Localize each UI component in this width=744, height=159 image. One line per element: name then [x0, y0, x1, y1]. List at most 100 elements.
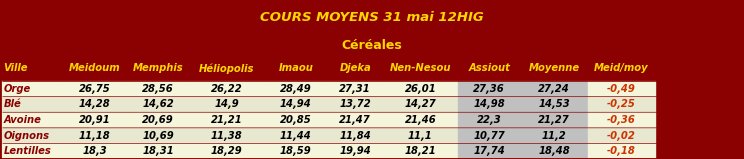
Bar — [458, 97, 521, 112]
Text: 19,94: 19,94 — [339, 146, 371, 156]
Bar — [63, 128, 126, 143]
Text: Orge: Orge — [4, 84, 31, 94]
Bar — [190, 143, 264, 159]
Text: 21,46: 21,46 — [405, 115, 436, 125]
Text: 14,53: 14,53 — [539, 100, 570, 109]
Text: 28,56: 28,56 — [142, 84, 174, 94]
Text: 20,85: 20,85 — [280, 115, 312, 125]
Text: 14,28: 14,28 — [79, 100, 111, 109]
Bar — [126, 81, 190, 97]
Text: Blé: Blé — [4, 100, 22, 109]
Text: Héliopolis: Héliopolis — [199, 63, 254, 74]
Bar — [521, 112, 588, 128]
Bar — [264, 97, 327, 112]
Bar — [190, 97, 264, 112]
Text: -0,36: -0,36 — [607, 115, 635, 125]
Bar — [190, 81, 264, 97]
Bar — [327, 81, 383, 97]
Text: 13,72: 13,72 — [339, 100, 371, 109]
Text: -0,25: -0,25 — [607, 100, 635, 109]
Text: 27,36: 27,36 — [473, 84, 505, 94]
Bar — [0, 56, 744, 81]
Text: Ville: Ville — [4, 63, 28, 73]
Bar — [458, 112, 521, 128]
Text: 14,9: 14,9 — [214, 100, 240, 109]
Text: 18,59: 18,59 — [280, 146, 312, 156]
Text: 11,2: 11,2 — [542, 131, 567, 141]
Text: 10,69: 10,69 — [142, 131, 174, 141]
Text: Moyenne: Moyenne — [529, 63, 580, 73]
Bar — [264, 128, 327, 143]
Text: Céréales: Céréales — [341, 39, 403, 52]
Bar — [0, 112, 63, 128]
Bar — [0, 143, 63, 159]
Text: 11,44: 11,44 — [280, 131, 312, 141]
Bar — [458, 81, 521, 97]
Text: 11,84: 11,84 — [339, 131, 371, 141]
Text: Avoine: Avoine — [4, 115, 42, 125]
Bar — [383, 128, 458, 143]
Bar — [383, 143, 458, 159]
Text: 26,75: 26,75 — [79, 84, 111, 94]
Text: -0,49: -0,49 — [607, 84, 635, 94]
Bar — [458, 143, 521, 159]
Bar — [588, 112, 655, 128]
Text: 18,21: 18,21 — [405, 146, 436, 156]
Bar — [521, 128, 588, 143]
Text: Oignons: Oignons — [4, 131, 50, 141]
Bar — [63, 97, 126, 112]
Bar — [126, 112, 190, 128]
Bar — [126, 128, 190, 143]
Bar — [264, 81, 327, 97]
Bar — [63, 143, 126, 159]
Bar — [0, 97, 63, 112]
Text: Imaou: Imaou — [278, 63, 313, 73]
Text: 21,47: 21,47 — [339, 115, 371, 125]
Text: Nen-Nesou: Nen-Nesou — [390, 63, 451, 73]
Text: 14,98: 14,98 — [473, 100, 505, 109]
Bar — [588, 81, 655, 97]
Bar — [521, 143, 588, 159]
Text: 18,31: 18,31 — [142, 146, 174, 156]
Text: Meidoum: Meidoum — [69, 63, 121, 73]
Bar — [521, 97, 588, 112]
Bar — [0, 35, 744, 56]
Text: 28,49: 28,49 — [280, 84, 312, 94]
Text: -0,02: -0,02 — [607, 131, 635, 141]
Text: 21,27: 21,27 — [539, 115, 570, 125]
Bar — [383, 97, 458, 112]
Text: Assiout: Assiout — [468, 63, 510, 73]
Bar — [327, 112, 383, 128]
Text: 10,77: 10,77 — [473, 131, 505, 141]
Bar — [0, 0, 744, 35]
Bar — [63, 112, 126, 128]
Text: 20,69: 20,69 — [142, 115, 174, 125]
Bar — [521, 81, 588, 97]
Text: 20,91: 20,91 — [79, 115, 111, 125]
Text: 11,38: 11,38 — [211, 131, 243, 141]
Bar — [327, 143, 383, 159]
Bar — [264, 143, 327, 159]
Text: 18,29: 18,29 — [211, 146, 243, 156]
Bar — [0, 128, 63, 143]
Text: 18,3: 18,3 — [83, 146, 107, 156]
Text: 27,31: 27,31 — [339, 84, 371, 94]
Bar — [588, 143, 655, 159]
Bar — [126, 143, 190, 159]
Text: 27,24: 27,24 — [539, 84, 570, 94]
Text: 26,01: 26,01 — [405, 84, 436, 94]
Text: COURS MOYENS 31 mai 12HIG: COURS MOYENS 31 mai 12HIG — [260, 11, 484, 24]
Text: 14,94: 14,94 — [280, 100, 312, 109]
Text: 26,22: 26,22 — [211, 84, 243, 94]
Text: 22,3: 22,3 — [477, 115, 501, 125]
Text: Djeka: Djeka — [339, 63, 371, 73]
Bar — [190, 128, 264, 143]
Bar — [458, 128, 521, 143]
Text: 17,74: 17,74 — [473, 146, 505, 156]
Bar — [190, 112, 264, 128]
Text: 21,21: 21,21 — [211, 115, 243, 125]
Bar — [264, 112, 327, 128]
Text: 14,62: 14,62 — [142, 100, 174, 109]
Bar — [383, 81, 458, 97]
Bar — [126, 97, 190, 112]
